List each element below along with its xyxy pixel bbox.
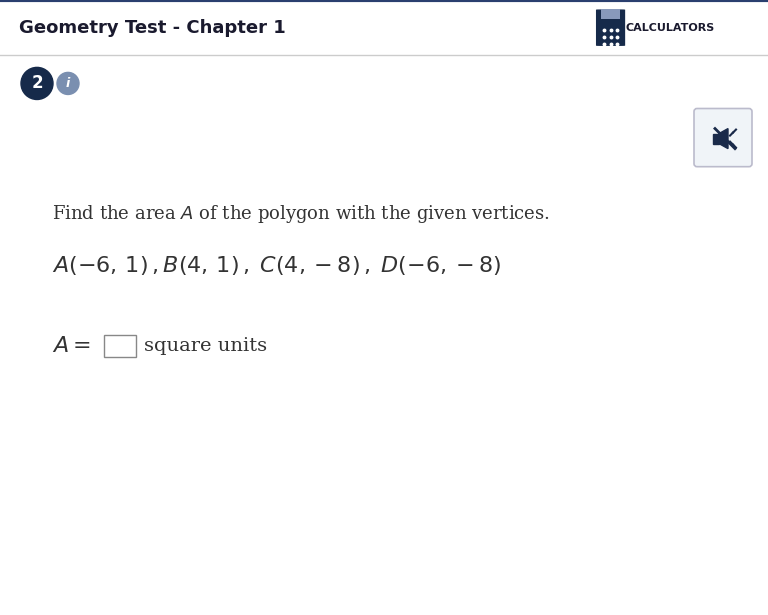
Text: i: i — [66, 77, 70, 90]
Text: Geometry Test - Chapter 1: Geometry Test - Chapter 1 — [19, 18, 286, 37]
FancyBboxPatch shape — [596, 9, 625, 46]
Text: 2: 2 — [31, 74, 43, 92]
Polygon shape — [719, 129, 728, 149]
FancyBboxPatch shape — [601, 9, 620, 20]
Text: $\mathit{A}(-6,\,1)\,,\mathit{B}(4,\,1)\,,\;\mathit{C}(4,-8)\,,\;\mathit{D}(-6,-: $\mathit{A}(-6,\,1)\,,\mathit{B}(4,\,1)\… — [52, 255, 501, 277]
Circle shape — [57, 73, 79, 95]
Polygon shape — [713, 133, 719, 144]
Text: Find the area $\mathit{A}$ of the polygon with the given vertices.: Find the area $\mathit{A}$ of the polygo… — [52, 203, 550, 225]
Text: CALCULATORS: CALCULATORS — [626, 23, 715, 33]
FancyBboxPatch shape — [104, 335, 136, 357]
Circle shape — [21, 68, 53, 100]
Text: square units: square units — [144, 337, 267, 355]
FancyBboxPatch shape — [694, 108, 752, 167]
Text: $\mathit{A}=$: $\mathit{A}=$ — [52, 336, 91, 356]
